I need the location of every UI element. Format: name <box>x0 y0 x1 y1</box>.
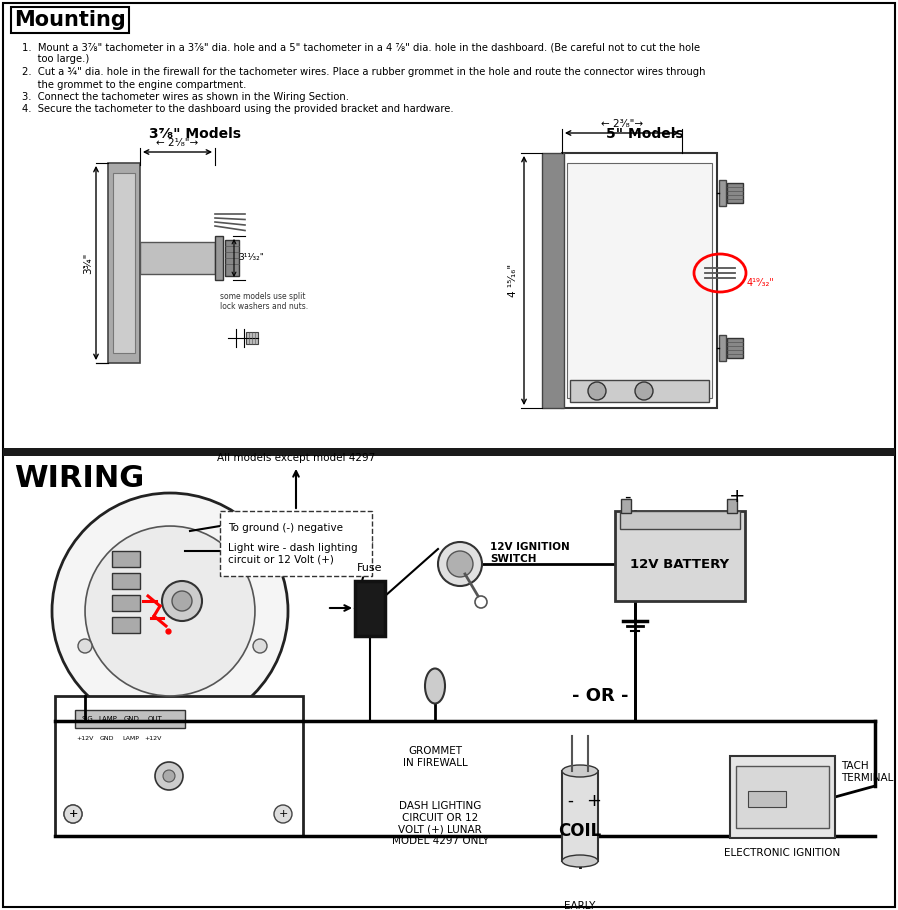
Text: Fuse: Fuse <box>357 563 383 573</box>
Bar <box>220 511 372 576</box>
Bar <box>620 511 740 529</box>
Text: -: - <box>624 488 630 506</box>
Bar <box>719 335 726 361</box>
Circle shape <box>155 762 183 790</box>
Text: some models use split
lock washers and nuts.: some models use split lock washers and n… <box>220 292 308 311</box>
Bar <box>108 163 140 363</box>
Text: +12V: +12V <box>145 735 162 741</box>
Circle shape <box>162 581 202 621</box>
Text: -: - <box>567 792 573 810</box>
Circle shape <box>64 805 82 823</box>
Bar <box>570 380 709 402</box>
Circle shape <box>172 591 192 611</box>
Bar <box>112 573 140 589</box>
Circle shape <box>588 382 606 400</box>
Text: +: + <box>68 809 78 819</box>
Bar <box>727 183 743 203</box>
Circle shape <box>52 493 288 729</box>
Text: Mounting: Mounting <box>14 10 126 30</box>
Text: 3¹¹⁄₃₂": 3¹¹⁄₃₂" <box>238 252 264 261</box>
Bar <box>112 617 140 633</box>
Text: EARLY
MODEL
IGNITION: EARLY MODEL IGNITION <box>557 901 603 910</box>
Circle shape <box>163 770 175 782</box>
Text: +: + <box>586 792 602 810</box>
Text: ← 2¹⁄₈"→: ← 2¹⁄₈"→ <box>156 138 198 148</box>
Text: GROMMET
IN FIREWALL: GROMMET IN FIREWALL <box>402 746 467 768</box>
Text: WIRING: WIRING <box>14 464 145 493</box>
Bar <box>113 173 135 353</box>
Bar <box>75 710 185 728</box>
Text: 3.  Connect the tachometer wires as shown in the Wiring Section.: 3. Connect the tachometer wires as shown… <box>22 92 349 102</box>
Circle shape <box>635 382 653 400</box>
Bar <box>719 180 726 206</box>
Text: OUT: OUT <box>147 716 163 722</box>
Bar <box>562 153 717 408</box>
Text: GND: GND <box>124 716 140 722</box>
Circle shape <box>274 805 292 823</box>
Text: 4¹⁹⁄₃₂": 4¹⁹⁄₃₂" <box>747 278 775 288</box>
Circle shape <box>64 805 82 823</box>
Bar <box>615 511 745 601</box>
Ellipse shape <box>562 765 598 777</box>
Text: 5" Models: 5" Models <box>606 127 683 141</box>
Bar <box>140 242 215 274</box>
Text: +: + <box>729 487 745 506</box>
Bar <box>562 771 598 861</box>
Bar <box>225 240 239 276</box>
Text: +12V: +12V <box>76 735 93 741</box>
Bar <box>567 163 712 398</box>
Text: TACH
TERMINAL: TACH TERMINAL <box>841 761 894 783</box>
Text: +: + <box>278 809 287 819</box>
Text: 12V BATTERY: 12V BATTERY <box>630 558 729 571</box>
Text: the grommet to the engine compartment.: the grommet to the engine compartment. <box>22 79 246 89</box>
Text: 4.  Secure the tachometer to the dashboard using the provided bracket and hardwa: 4. Secure the tachometer to the dashboar… <box>22 105 453 115</box>
Bar <box>3 448 895 456</box>
Text: 2.  Cut a ¾" dia. hole in the firewall for the tachometer wires. Place a rubber : 2. Cut a ¾" dia. hole in the firewall fo… <box>22 67 706 77</box>
Bar <box>730 756 835 838</box>
Text: GND: GND <box>100 735 114 741</box>
Text: 12V IGNITION
SWITCH: 12V IGNITION SWITCH <box>490 542 569 563</box>
Ellipse shape <box>562 855 598 867</box>
Bar <box>215 236 223 280</box>
Text: 1.  Mount a 3⅞" tachometer in a 3⅞" dia. hole and a 5" tachometer in a 4 ⅞" dia.: 1. Mount a 3⅞" tachometer in a 3⅞" dia. … <box>22 42 700 52</box>
Text: ELECTRONIC IGNITION: ELECTRONIC IGNITION <box>724 848 841 858</box>
Bar <box>112 595 140 611</box>
Bar <box>112 551 140 567</box>
Circle shape <box>78 639 92 653</box>
Circle shape <box>253 639 267 653</box>
Circle shape <box>85 526 255 696</box>
Bar <box>748 791 786 807</box>
Text: 3¾": 3¾" <box>83 252 93 274</box>
Text: LAMP: LAMP <box>99 716 118 722</box>
Bar <box>736 766 829 828</box>
Circle shape <box>438 542 482 586</box>
Text: LAMP: LAMP <box>122 735 139 741</box>
Text: 4 ¹⁵⁄₁₆": 4 ¹⁵⁄₁₆" <box>508 263 518 297</box>
Circle shape <box>447 551 473 577</box>
Text: too large.): too large.) <box>22 55 89 65</box>
Bar <box>727 499 737 513</box>
Text: DASH LIGHTING
CIRCUIT OR 12
VOLT (+) LUNAR
MODEL 4297 ONLY: DASH LIGHTING CIRCUIT OR 12 VOLT (+) LUN… <box>392 801 489 845</box>
Text: To ground (-) negative: To ground (-) negative <box>228 523 343 533</box>
Bar <box>542 153 564 408</box>
Bar <box>355 581 385 636</box>
Text: - OR -: - OR - <box>572 687 629 705</box>
Bar <box>55 696 303 836</box>
Bar <box>246 332 258 344</box>
Text: All models except model 4297: All models except model 4297 <box>217 453 375 463</box>
Bar <box>621 499 631 513</box>
Bar <box>727 338 743 358</box>
Ellipse shape <box>425 669 445 703</box>
Text: ← 2³⁄₈"→: ← 2³⁄₈"→ <box>601 119 643 129</box>
Text: SIG: SIG <box>81 716 92 722</box>
Text: COIL: COIL <box>559 822 602 840</box>
Text: Light wire - dash lighting
circuit or 12 Volt (+): Light wire - dash lighting circuit or 12… <box>228 543 357 564</box>
Text: +: + <box>68 809 78 819</box>
Text: 3⅞" Models: 3⅞" Models <box>149 127 241 141</box>
